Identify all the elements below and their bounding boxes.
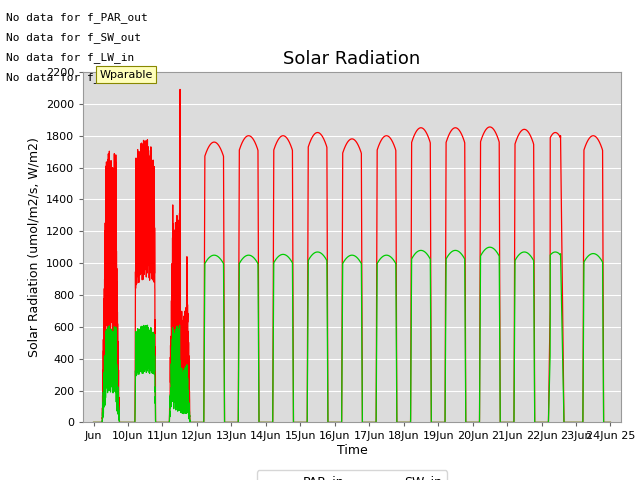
SW_in [195,420,202,425]
SW_in [497,420,504,425]
PAR_in [284,135,291,141]
PAR_in [497,420,504,425]
PAR_in [90,420,97,425]
X-axis label: Time: Time [337,444,367,457]
SW_in [486,244,493,250]
Text: No data for f_PAR_out: No data for f_PAR_out [6,12,148,23]
PAR_in [607,420,614,425]
Legend: PAR_in, SW_in: PAR_in, SW_in [257,470,447,480]
SW_in [284,253,291,259]
SW_in [423,251,431,257]
Text: Wparable: Wparable [99,70,152,80]
Text: No data for f_LW_in: No data for f_LW_in [6,52,134,63]
Text: No data for f_LW_out: No data for f_LW_out [6,72,141,84]
PAR_in [200,322,208,328]
PAR_in [195,420,202,425]
Y-axis label: Solar Radiation (umol/m2/s, W/m2): Solar Radiation (umol/m2/s, W/m2) [28,137,40,357]
Line: SW_in: SW_in [93,247,611,422]
PAR_in [605,420,612,425]
Text: No data for f_SW_out: No data for f_SW_out [6,32,141,43]
SW_in [607,420,614,425]
PAR_in [176,86,184,92]
PAR_in [423,132,431,137]
SW_in [90,420,97,425]
Title: Solar Radiation: Solar Radiation [284,49,420,68]
Line: PAR_in: PAR_in [93,89,611,422]
SW_in [200,372,208,378]
SW_in [605,420,612,425]
